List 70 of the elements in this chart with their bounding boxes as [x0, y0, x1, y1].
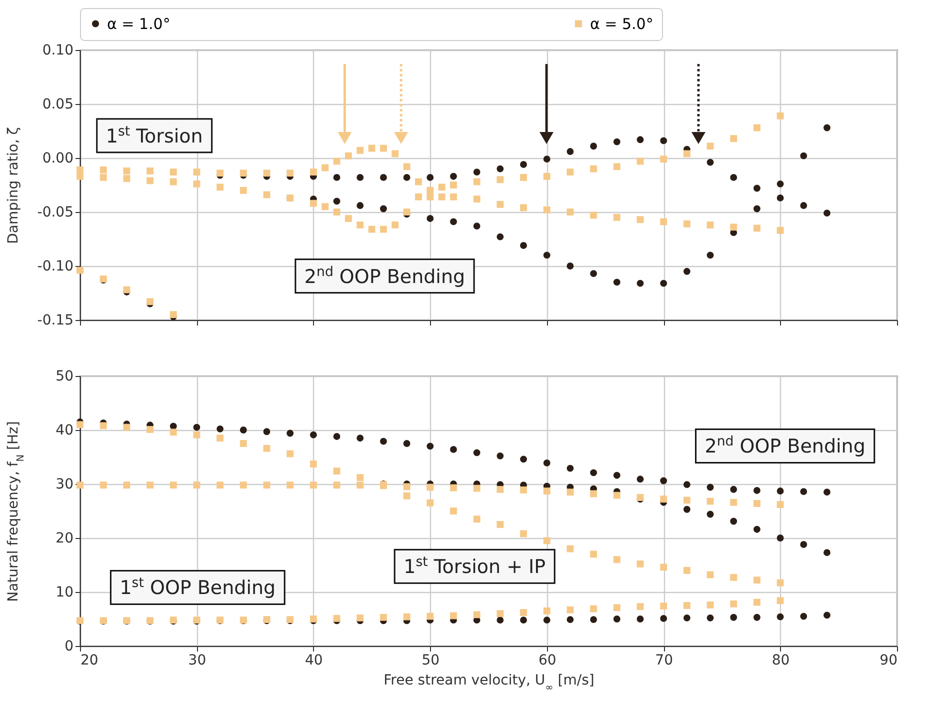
x-tick-label: 70 [655, 652, 673, 668]
point [520, 242, 527, 249]
point [566, 262, 574, 270]
x-tick-label: 80 [772, 652, 790, 668]
point [753, 184, 760, 192]
point [800, 202, 808, 209]
y-tick-label: 10 [56, 584, 74, 600]
point [730, 174, 738, 181]
point [403, 174, 410, 181]
point [543, 156, 550, 163]
point [333, 174, 340, 181]
y-tick-label: 20 [56, 530, 74, 546]
annotation: 1$^{st}$ Torsion + IP [404, 554, 546, 578]
point [590, 270, 598, 278]
point [333, 198, 340, 205]
point [496, 165, 504, 172]
point [824, 124, 830, 132]
x-axis-title: Free stream velocity, U$_{∞}$ [m/s] [384, 672, 594, 693]
point [426, 215, 434, 222]
y-tick-label: 0 [64, 638, 74, 654]
point [543, 252, 550, 259]
point [496, 233, 504, 240]
y-tick-label: -0.05 [37, 204, 74, 220]
point [566, 148, 574, 155]
point [356, 202, 364, 209]
y-tick-label: 30 [56, 476, 74, 492]
y-tick-label: 50 [56, 368, 74, 384]
y-tick-label: -0.15 [37, 312, 74, 328]
point [380, 205, 387, 212]
x-tick-label: 40 [305, 652, 323, 668]
point [683, 268, 690, 275]
point [660, 280, 668, 287]
point [380, 174, 387, 181]
x-tick-label: 20 [80, 652, 98, 668]
y-tick-label: -0.10 [37, 258, 74, 274]
x-tick-label: 90 [880, 652, 898, 668]
annotation: 2$^{nd}$ OOP Bending [304, 264, 466, 288]
y-tick-label: 0.10 [42, 42, 74, 58]
annotation: 2$^{nd}$ OOP Bending [704, 434, 866, 458]
point [450, 218, 457, 226]
point [636, 136, 644, 144]
point [753, 205, 760, 212]
point [706, 252, 714, 259]
point [776, 194, 784, 202]
x-tick-label: 50 [422, 652, 440, 668]
annotation: 1$^{st}$ OOP Bending [120, 576, 276, 600]
y-tick-label: 40 [56, 422, 74, 438]
point [613, 278, 620, 286]
point [636, 280, 644, 287]
point [356, 174, 364, 181]
point [473, 168, 480, 176]
legend-label: α = 5.0° [590, 14, 654, 33]
point [613, 138, 620, 146]
annotation: 1$^{st}$ Torsion [106, 124, 203, 148]
point [473, 222, 480, 230]
point [824, 210, 830, 217]
y-axis-title: Damping ratio, ζ [6, 127, 22, 244]
x-tick-label: 30 [188, 652, 206, 668]
point [706, 158, 714, 166]
y-tick-label: 0.05 [42, 96, 74, 112]
point [426, 174, 434, 181]
point [776, 180, 784, 188]
point [450, 172, 457, 180]
legend-label: α = 1.0° [107, 14, 170, 33]
point [590, 142, 598, 150]
point [800, 152, 808, 160]
y-tick-label: 0.00 [42, 150, 74, 166]
point [660, 137, 668, 144]
x-tick-label: 60 [538, 652, 556, 668]
point [520, 161, 527, 168]
